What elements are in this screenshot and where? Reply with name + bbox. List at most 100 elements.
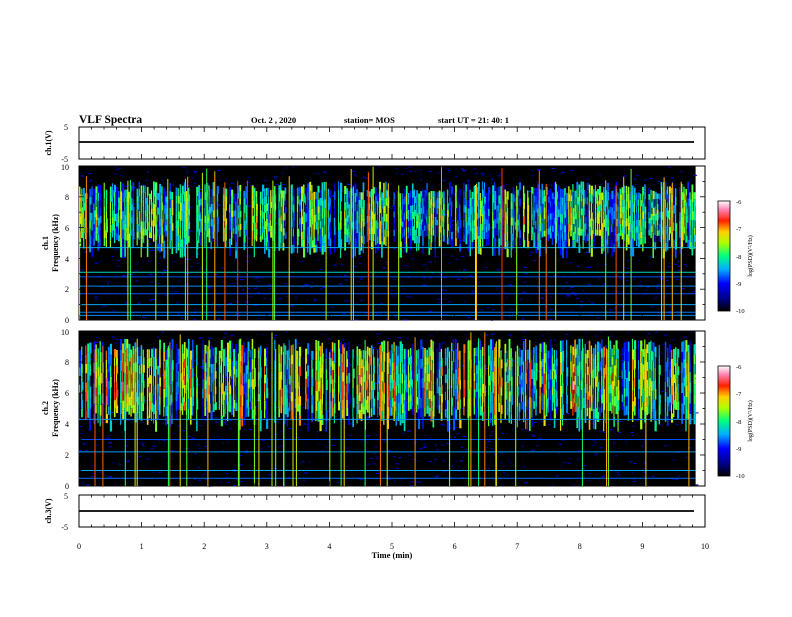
spectrogram-noise-cell <box>609 188 612 189</box>
spectrogram-cell <box>315 360 317 370</box>
spectrogram-cell <box>585 236 587 243</box>
spectrogram-cell <box>128 206 129 213</box>
spectrogram-cell <box>89 376 90 387</box>
spectrogram-noise-cell <box>347 184 350 185</box>
spectrogram-noise-cell <box>274 176 277 177</box>
spectrogram-cell <box>334 373 336 383</box>
spectrogram-cell <box>463 227 464 234</box>
spectrogram-noise-cell <box>249 296 250 297</box>
spectrogram-cell <box>694 199 696 206</box>
spectrogram-cell <box>227 343 229 353</box>
spectrogram-cell <box>383 362 385 373</box>
spectrogram-cell <box>396 366 398 376</box>
spectrogram-cell <box>120 339 122 350</box>
spectrogram-cell <box>124 339 126 351</box>
spectrogram-cell <box>585 204 586 211</box>
spectrogram-cell <box>270 196 271 202</box>
spectrogram-cell <box>482 190 484 198</box>
spectrogram-cell <box>81 346 82 355</box>
spectrogram-cell <box>420 208 422 214</box>
spectrogram-cell <box>385 222 387 230</box>
spectrogram-cell <box>550 207 552 213</box>
spectrogram-cell <box>289 384 291 393</box>
spectrogram-cell <box>122 344 124 354</box>
spectrogram-cell <box>597 212 599 218</box>
spectrogram-cell <box>377 208 378 215</box>
spectrogram-cell <box>208 358 210 367</box>
spectrogram-cell <box>531 234 532 241</box>
spectrogram-cell <box>128 192 130 199</box>
spectrogram-cell <box>338 357 340 366</box>
spectrogram-noise-cell <box>471 275 473 276</box>
spectrogram-cell <box>180 239 182 248</box>
spectrogram-cell <box>420 230 421 236</box>
spectrogram-cell <box>157 207 159 214</box>
spectrogram-cell <box>268 214 270 223</box>
spectrogram-cell <box>648 200 650 206</box>
spectrogram-cell <box>190 378 192 387</box>
spectrogram-cell <box>313 199 315 207</box>
spectrogram-noise-cell <box>96 297 97 298</box>
spectrogram-cell <box>116 200 117 207</box>
spectrogram-noise-cell <box>522 446 524 447</box>
spectrogram-cell <box>418 229 420 236</box>
spectrogram-noise-cell <box>541 335 545 336</box>
spectrogram-noise-cell <box>274 337 278 338</box>
spectrogram-noise-cell <box>629 461 632 462</box>
spectrogram-cell <box>412 388 414 397</box>
spectrogram-cell <box>305 386 306 394</box>
spectrogram-cell <box>576 235 578 243</box>
spectrogram-cell <box>198 221 199 228</box>
spectrogram-cell <box>118 223 119 229</box>
spectrogram-cell <box>385 206 386 214</box>
spectrogram-cell <box>217 217 219 225</box>
spectrogram-cell <box>451 209 452 217</box>
spectrogram-cell <box>176 220 178 228</box>
spectrogram-noise-cell <box>532 434 533 435</box>
spectrogram-cell <box>550 195 552 201</box>
spectrogram-cell <box>202 340 203 350</box>
spectrogram-cell <box>91 239 93 248</box>
spectrogram-cell <box>260 204 261 210</box>
spectrogram-cell <box>356 204 358 211</box>
spectrogram-cell <box>369 365 370 374</box>
spectrogram-cell <box>449 182 451 190</box>
spectrogram-cell <box>192 378 194 387</box>
spectrogram-cell <box>264 213 265 221</box>
spectrogram-cell <box>603 211 604 219</box>
spectrogram-cell <box>112 210 114 217</box>
spectrogram-cell <box>589 210 590 219</box>
spectrogram-cell <box>657 215 659 220</box>
spectrogram-noise-cell <box>286 296 288 297</box>
spectrogram-cell <box>114 349 116 358</box>
spectrogram-noise-cell <box>580 306 583 307</box>
spectrogram-cell <box>595 229 597 235</box>
spectrogram-cell <box>328 210 329 217</box>
spectrogram-cell <box>480 201 482 209</box>
spectrogram-noise-cell <box>657 284 660 285</box>
spectrogram-cell <box>428 200 430 208</box>
spectrogram-cell <box>233 216 235 222</box>
spectrogram-cell <box>652 224 653 232</box>
spectrogram-cell <box>266 388 268 398</box>
spectrogram-cell <box>178 243 180 251</box>
spectrogram-cell <box>554 197 556 204</box>
spectrogram-noise-cell <box>312 283 313 284</box>
spectrogram-noise-cell <box>532 170 534 171</box>
spectrogram-cell <box>282 198 284 206</box>
spectrogram-noise-cell <box>428 171 431 172</box>
spectrogram-cell <box>208 228 210 235</box>
spectrogram-cell <box>381 193 383 201</box>
spectrogram-cell <box>638 193 640 200</box>
spectrogram-cell <box>301 232 303 240</box>
spectrogram-cell <box>227 372 228 382</box>
spectrogram-cell <box>163 380 165 389</box>
spectrogram-cell <box>313 237 315 245</box>
spectrogram-cell <box>180 203 182 212</box>
spectrogram-cell <box>498 221 499 230</box>
spectrogram-noise-cell <box>394 481 396 482</box>
spectrogram-cell <box>89 189 91 197</box>
spectrogram-noise-cell <box>257 318 260 319</box>
spectrogram-cell <box>305 230 307 239</box>
spectrogram-cell <box>406 219 407 227</box>
